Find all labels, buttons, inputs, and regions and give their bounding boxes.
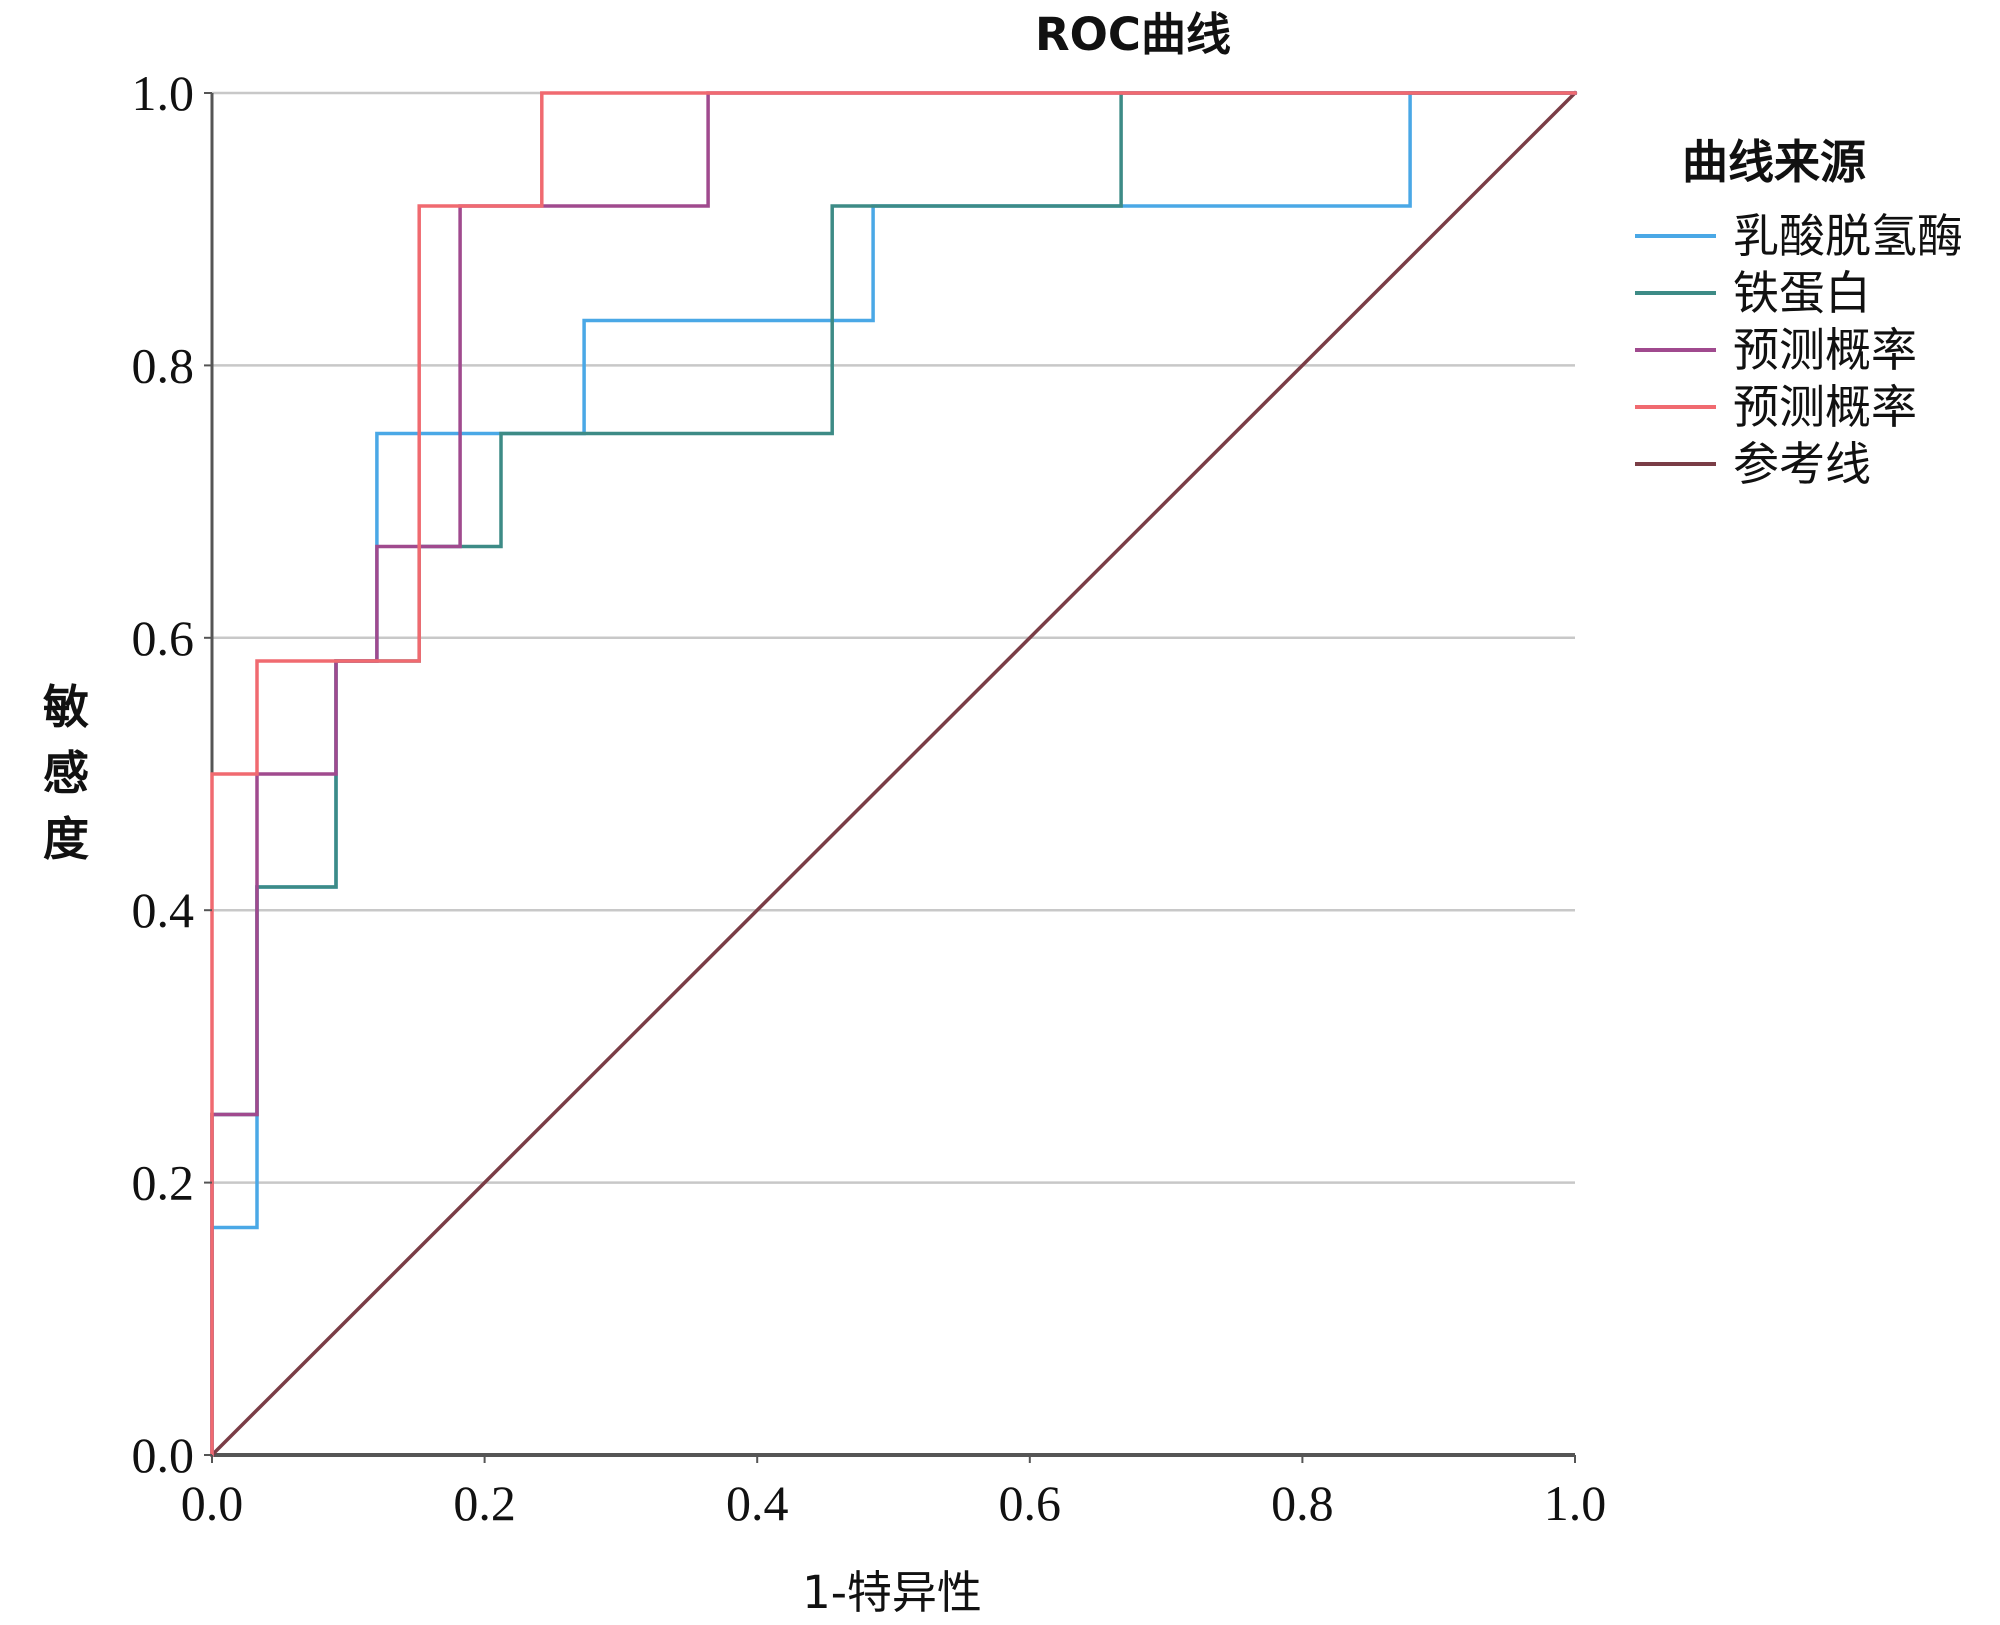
legend-label-1: 铁蛋白 <box>1733 266 1871 320</box>
x-tick-label: 0.8 <box>1271 1475 1334 1531</box>
y-axis-label-char: 度 <box>43 812 89 866</box>
legend-label-0: 乳酸脱氢酶 <box>1733 209 1963 263</box>
chart-title: ROC曲线 <box>1035 8 1231 61</box>
y-tick-label: 0.6 <box>132 610 195 666</box>
series-lines <box>209 90 1578 1458</box>
y-tick-label: 0.4 <box>132 882 195 938</box>
x-tick-label: 0.0 <box>181 1475 244 1531</box>
y-axis-label: 敏感度 <box>43 680 89 866</box>
y-tick-label: 0.0 <box>132 1427 195 1483</box>
series-line-3 <box>210 91 1577 1457</box>
x-tick-label: 0.4 <box>726 1475 789 1531</box>
y-tick-label: 0.2 <box>132 1155 195 1211</box>
legend-label-2: 预测概率 <box>1733 323 1917 377</box>
tick-labels: 0.0 0.2 0.4 0.6 0.8 1.0 0.0 0.2 0.4 0.6 0.8 1.0 <box>132 65 1607 1531</box>
x-tick-label: 0.6 <box>999 1475 1062 1531</box>
y-tick-label: 1.0 <box>132 65 195 121</box>
legend-label-3: 预测概率 <box>1733 380 1917 434</box>
x-tick-label: 0.2 <box>453 1475 516 1531</box>
y-axis-label-char: 感 <box>43 746 89 800</box>
y-tick-label: 0.8 <box>132 337 195 393</box>
x-axis-label: 1-特异性 <box>802 1566 982 1619</box>
x-tick-label: 1.0 <box>1544 1475 1607 1531</box>
y-axis-label-char: 敏 <box>43 680 89 734</box>
series-line-4 <box>209 90 1578 1458</box>
legend-label-4: 参考线 <box>1733 437 1871 491</box>
legend-title: 曲线来源 <box>1682 135 1866 189</box>
